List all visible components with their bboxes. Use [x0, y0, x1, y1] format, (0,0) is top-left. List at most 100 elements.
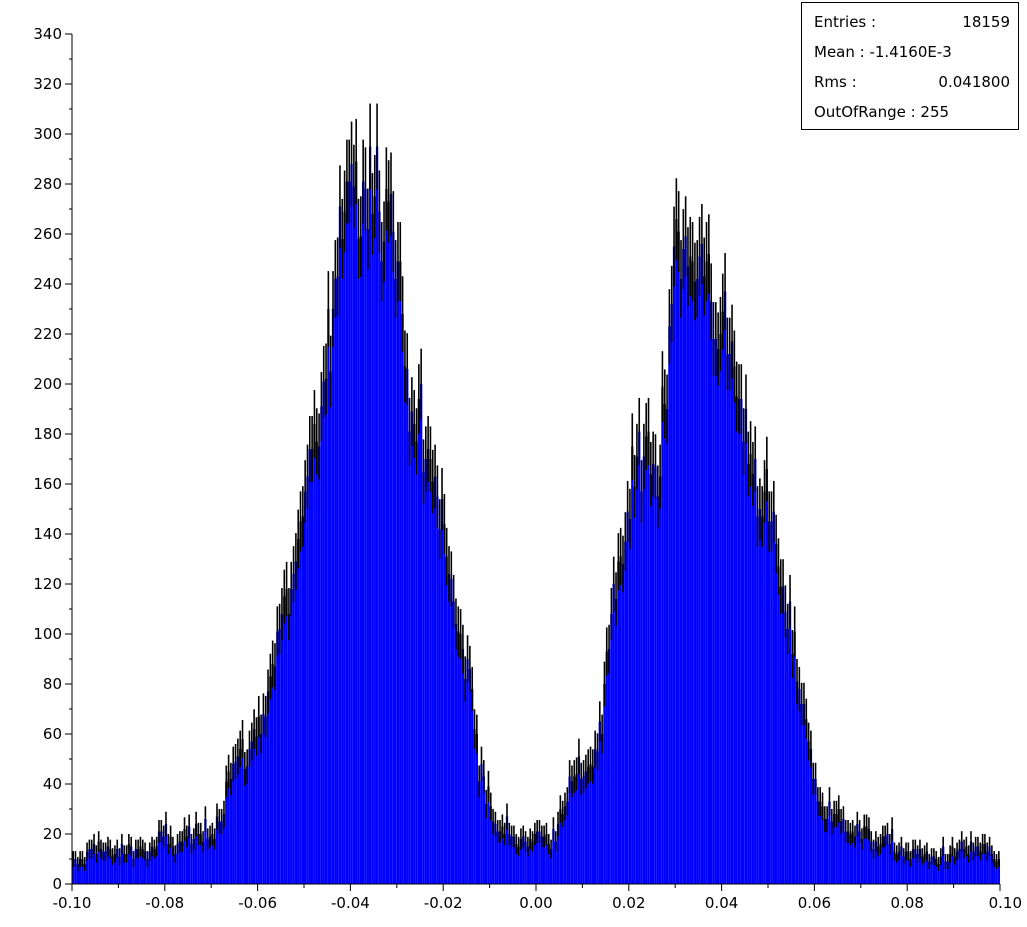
histogram-bar — [201, 841, 205, 884]
histogram-bar — [308, 449, 311, 884]
y-tick-label: 180 — [33, 425, 62, 443]
histogram-bar — [751, 474, 755, 884]
histogram-bar — [540, 836, 543, 884]
histogram-bar — [280, 614, 284, 884]
histogram-bar — [828, 801, 831, 884]
histogram-bar — [452, 601, 455, 884]
histogram-bar — [698, 256, 701, 884]
histogram-bar — [714, 339, 717, 884]
x-tick-label: -0.04 — [331, 894, 370, 912]
histogram-bar — [266, 691, 270, 884]
histogram-bar — [965, 846, 968, 884]
histogram-bar — [779, 586, 782, 884]
histogram-bar — [538, 831, 541, 884]
histogram-bar — [997, 859, 1000, 884]
histogram-bar — [821, 806, 824, 884]
histogram-bar — [484, 804, 488, 884]
histogram-bar — [744, 409, 748, 884]
histogram-bar — [471, 689, 474, 884]
stats-entries-label: Entries : — [814, 13, 877, 31]
histogram-bar — [445, 556, 448, 884]
histogram-bar — [526, 846, 530, 884]
histogram-bar — [74, 859, 77, 884]
histogram-bar — [788, 601, 792, 884]
histogram-bar — [942, 846, 945, 884]
histogram-bar — [199, 834, 202, 884]
histogram-bar — [169, 836, 172, 884]
stats-rms-label: Rms : — [814, 73, 857, 91]
histogram-bar — [877, 846, 880, 884]
histogram-bar — [819, 801, 822, 884]
histogram-bar — [148, 851, 151, 884]
histogram-bar — [480, 764, 483, 884]
histogram-bar — [97, 841, 100, 884]
histogram-bar — [359, 236, 362, 884]
histogram-bar — [118, 856, 121, 884]
histogram-bar — [784, 611, 787, 884]
histogram-bar — [638, 431, 641, 884]
histogram-bar — [529, 839, 532, 884]
stats-entries-value: 18159 — [962, 13, 1010, 31]
stats-box: Entries : 18159 Mean : -1.4160E-3 Rms : … — [801, 2, 1019, 130]
histogram-bar — [382, 241, 386, 884]
histogram-bar — [473, 729, 476, 884]
histogram-bar — [512, 836, 516, 884]
histogram-bar — [329, 371, 332, 884]
histogram-bar — [946, 861, 949, 884]
histogram-bar — [547, 844, 550, 884]
histogram-bar — [162, 836, 165, 884]
histogram-bar — [851, 831, 854, 884]
histogram-bar — [294, 561, 298, 884]
histogram-bar — [362, 181, 365, 884]
y-tick-label: 140 — [33, 525, 62, 543]
histogram-bar — [524, 841, 527, 884]
histogram-bar — [723, 291, 727, 884]
histogram-bar — [703, 276, 706, 884]
histogram-bar — [786, 629, 789, 884]
histogram-bar — [872, 849, 875, 884]
histogram-bar — [631, 446, 634, 884]
histogram-bar — [496, 831, 499, 884]
histogram-bar — [447, 574, 451, 884]
histogram-bar — [313, 424, 316, 884]
histogram-bar — [211, 834, 214, 884]
histogram-bar — [461, 649, 465, 884]
histogram-bar — [897, 851, 901, 884]
histogram-bar — [988, 846, 991, 884]
histogram-bar — [259, 734, 263, 884]
histogram-bar — [645, 436, 648, 884]
histogram-bar — [807, 741, 810, 884]
histogram-bar — [890, 829, 894, 884]
histogram-bar — [424, 459, 427, 884]
histogram-bar — [160, 831, 163, 884]
histogram-bar — [531, 841, 534, 884]
histogram-bar — [974, 846, 977, 884]
histogram-bar — [881, 836, 884, 884]
histogram-bar — [255, 736, 258, 884]
x-tick-label: -0.06 — [238, 894, 277, 912]
histogram-bar — [904, 851, 908, 884]
histogram-bar — [273, 666, 277, 884]
histogram-bar — [109, 849, 112, 884]
histogram-bar — [157, 831, 161, 884]
histogram-bar — [728, 354, 731, 884]
histogram-bar — [800, 704, 803, 884]
x-tick-label: -0.10 — [53, 894, 92, 912]
histogram-bar — [584, 771, 588, 884]
histogram-bar — [141, 849, 144, 884]
histogram-bar — [640, 491, 643, 884]
histogram-bar — [617, 561, 620, 884]
histogram-bar — [83, 864, 86, 884]
histogram-bar — [628, 519, 632, 884]
histogram-bar — [774, 544, 778, 884]
histogram-bar — [494, 824, 497, 884]
histogram-bar — [357, 239, 360, 884]
y-tick-label: 200 — [33, 375, 62, 393]
histogram-bar — [559, 809, 562, 884]
histogram-bar — [925, 851, 929, 884]
histogram-bar — [498, 831, 502, 884]
histogram-bar — [870, 841, 873, 884]
y-tick-label: 120 — [33, 575, 62, 593]
histogram-bar — [856, 824, 859, 884]
histogram-bar — [656, 496, 659, 884]
